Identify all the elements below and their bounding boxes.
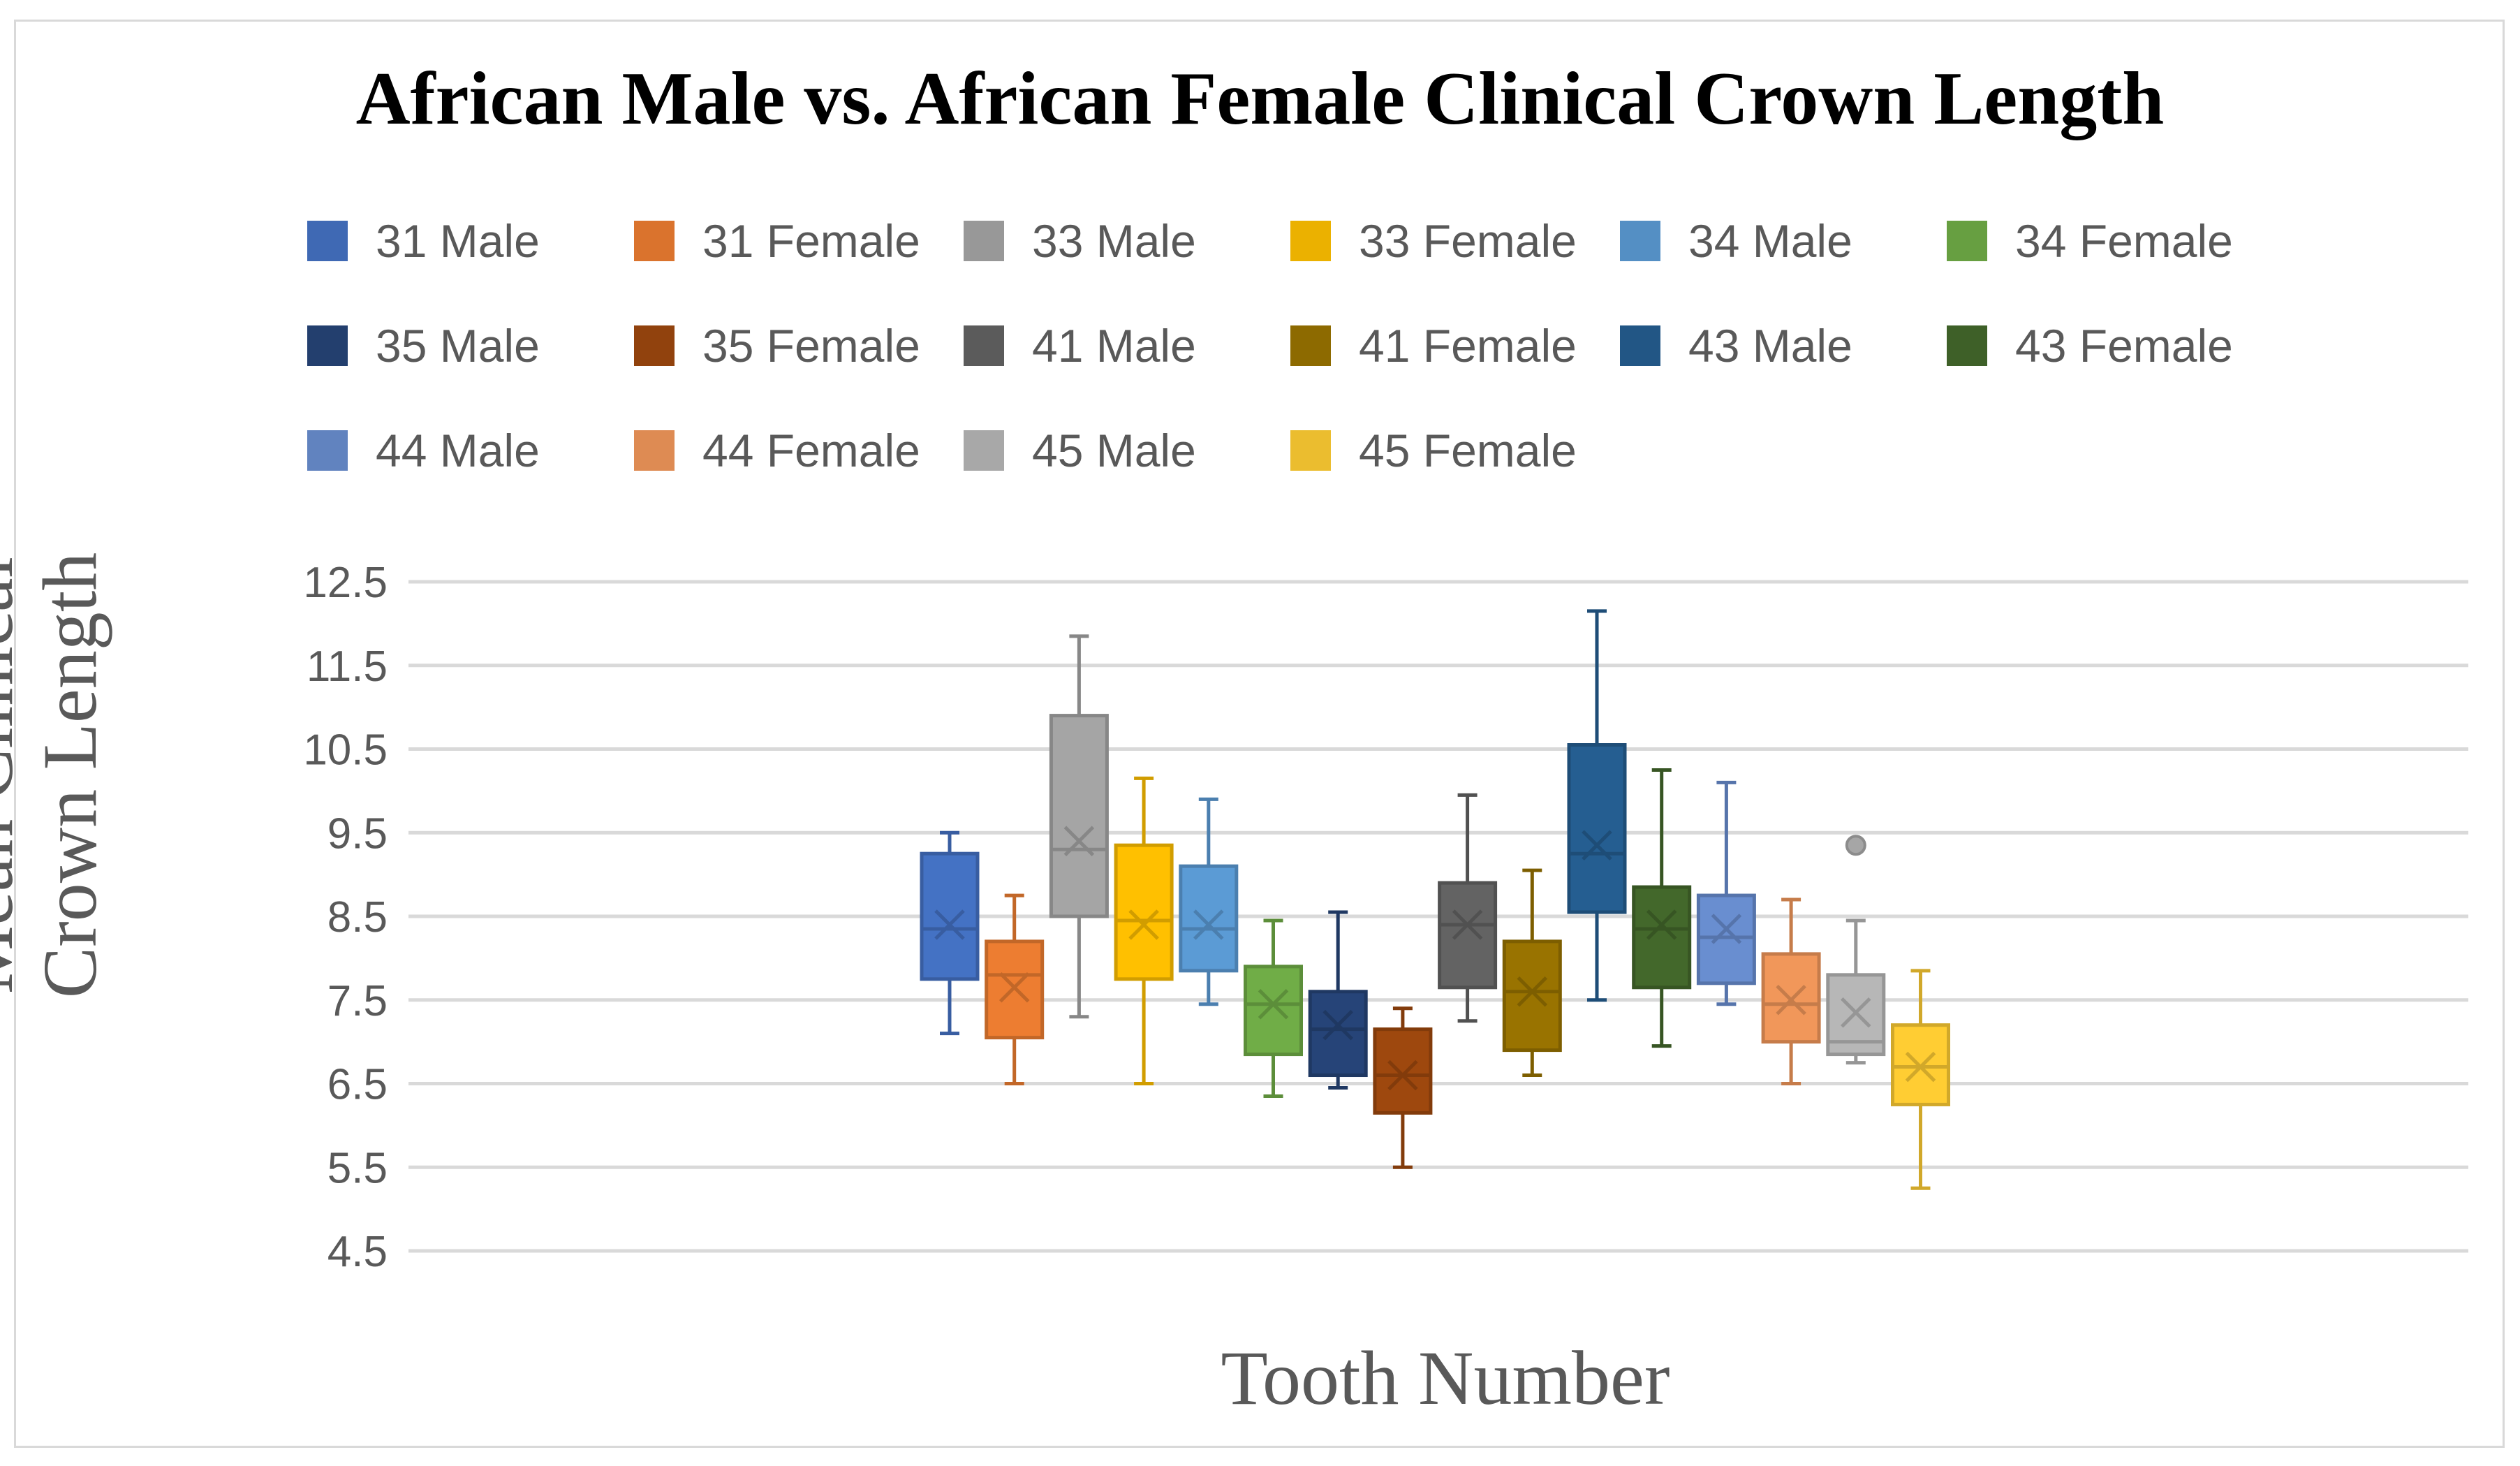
legend-label: 45 Male	[1032, 425, 1196, 476]
legend-label: 31 Male	[376, 215, 540, 267]
legend-item: 34 Female	[1947, 210, 2233, 272]
legend-label: 35 Male	[376, 320, 540, 372]
legend-swatch	[964, 430, 1004, 471]
mean-marker	[1128, 909, 1159, 940]
legend-swatch	[634, 221, 675, 261]
legend-label: 44 Female	[702, 425, 920, 476]
legend-item: 45 Female	[1290, 419, 1577, 482]
legend-swatch	[1620, 325, 1660, 366]
box	[1373, 1027, 1433, 1115]
legend-swatch	[307, 325, 348, 366]
legend-item: 35 Female	[634, 314, 920, 377]
y-tick-label: 11.5	[307, 643, 388, 691]
chart-frame	[14, 20, 2505, 1448]
y-tick-label: 5.5	[327, 1144, 388, 1192]
legend-label: 41 Male	[1032, 320, 1196, 372]
legend-swatch	[1947, 325, 1987, 366]
mean-marker	[1193, 909, 1224, 940]
legend-item: 41 Female	[1290, 314, 1577, 377]
legend-label: 31 Female	[702, 215, 920, 267]
legend-label: 34 Female	[2015, 215, 2233, 267]
mean-marker	[1711, 914, 1742, 944]
legend-item: 34 Male	[1620, 210, 1852, 272]
outlier-point	[1845, 835, 1866, 856]
y-tick-label: 10.5	[303, 726, 388, 775]
legend-label: 44 Male	[376, 425, 540, 476]
legend-item: 41 Male	[964, 314, 1196, 377]
mean-marker	[1841, 997, 1871, 1028]
legend-item: 43 Female	[1947, 314, 2233, 377]
box	[1114, 843, 1174, 981]
legend-swatch	[1620, 221, 1660, 261]
box	[1244, 965, 1303, 1057]
legend-swatch	[1290, 430, 1331, 471]
legend-swatch	[964, 325, 1004, 366]
legend-label: 45 Female	[1359, 425, 1577, 476]
mean-marker	[1517, 976, 1548, 1007]
box	[1049, 714, 1109, 918]
legend-label: 35 Female	[702, 320, 920, 372]
mean-marker	[1776, 984, 1806, 1016]
mean-marker	[1258, 988, 1289, 1020]
legend-swatch	[1290, 221, 1331, 261]
legend-label: 41 Female	[1359, 320, 1577, 372]
mean-marker	[1063, 826, 1095, 856]
box	[1308, 990, 1368, 1078]
legend-item: 43 Male	[1620, 314, 1852, 377]
legend-swatch	[307, 430, 348, 471]
legend-item: 45 Male	[964, 419, 1196, 482]
legend-item: 35 Male	[307, 314, 540, 377]
y-axis-label: Mean Clinical Crown Length	[0, 552, 112, 999]
mean-marker	[1582, 830, 1612, 860]
legend-label: 33 Male	[1032, 215, 1196, 267]
box	[1179, 864, 1239, 973]
box	[1632, 885, 1692, 990]
chart-title: African Male vs. African Female Clinical…	[355, 57, 2165, 140]
legend-swatch	[964, 221, 1004, 261]
box	[920, 851, 980, 981]
legend-swatch	[634, 325, 675, 366]
y-tick-label: 4.5	[327, 1228, 388, 1276]
mean-marker	[1452, 909, 1483, 940]
y-tick-label: 6.5	[327, 1061, 388, 1109]
legend-swatch	[634, 430, 675, 471]
legend-item: 31 Female	[634, 210, 920, 272]
legend-swatch	[1290, 325, 1331, 366]
mean-marker	[1387, 1060, 1418, 1091]
mean-marker	[934, 909, 965, 940]
y-tick-label: 8.5	[327, 893, 388, 941]
box	[1502, 939, 1562, 1053]
mean-marker	[1322, 1009, 1353, 1041]
legend-swatch	[1947, 221, 1987, 261]
y-tick-label: 7.5	[327, 977, 388, 1025]
legend-label: 34 Male	[1688, 215, 1852, 267]
legend-swatch	[307, 221, 348, 261]
legend-item: 31 Male	[307, 210, 540, 272]
mean-marker	[1905, 1051, 1936, 1083]
y-tick-label: 9.5	[327, 809, 388, 858]
legend-item: 44 Male	[307, 419, 540, 482]
box	[1438, 881, 1498, 990]
y-tick-label: 12.5	[303, 559, 388, 607]
legend-item: 33 Male	[964, 210, 1196, 272]
legend-label: 33 Female	[1359, 215, 1577, 267]
x-axis-label: Tooth Number	[1221, 1335, 1670, 1421]
mean-marker	[1646, 909, 1677, 940]
legend-label: 43 Male	[1688, 320, 1852, 372]
box	[1567, 743, 1627, 914]
legend-label: 43 Female	[2015, 320, 2233, 372]
box	[1696, 893, 1756, 985]
legend-item: 33 Female	[1290, 210, 1577, 272]
legend-item: 44 Female	[634, 419, 920, 482]
mean-marker	[999, 972, 1030, 1003]
